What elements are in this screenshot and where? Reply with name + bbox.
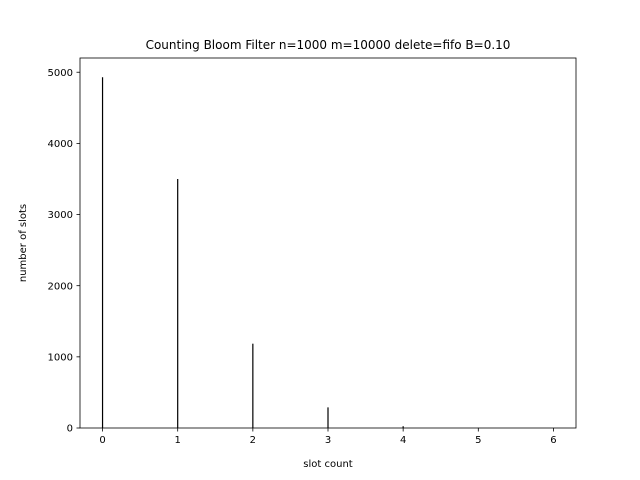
plot-area	[80, 58, 576, 428]
x-tick-label: 1	[175, 435, 181, 446]
y-tick-label: 5000	[48, 68, 73, 79]
x-tick-label: 0	[99, 435, 105, 446]
x-axis: 0 1 2 3 4 5 6	[99, 428, 557, 446]
y-tick-label: 1000	[48, 352, 73, 363]
y-tick-label: 0	[67, 424, 73, 435]
y-tick-label: 3000	[48, 210, 73, 221]
x-tick-label: 5	[475, 435, 481, 446]
x-axis-label: slot count	[303, 459, 352, 470]
x-tick-label: 3	[325, 435, 331, 446]
y-axis: 0 1000 2000 3000 4000 5000	[48, 68, 80, 435]
y-tick-label: 2000	[48, 281, 73, 292]
x-tick-label: 4	[400, 435, 406, 446]
x-tick-label: 2	[250, 435, 256, 446]
y-tick-label: 4000	[48, 139, 73, 150]
y-axis-label: number of slots	[18, 204, 29, 282]
x-tick-label: 6	[550, 435, 556, 446]
chart-title: Counting Bloom Filter n=1000 m=10000 del…	[146, 38, 511, 52]
